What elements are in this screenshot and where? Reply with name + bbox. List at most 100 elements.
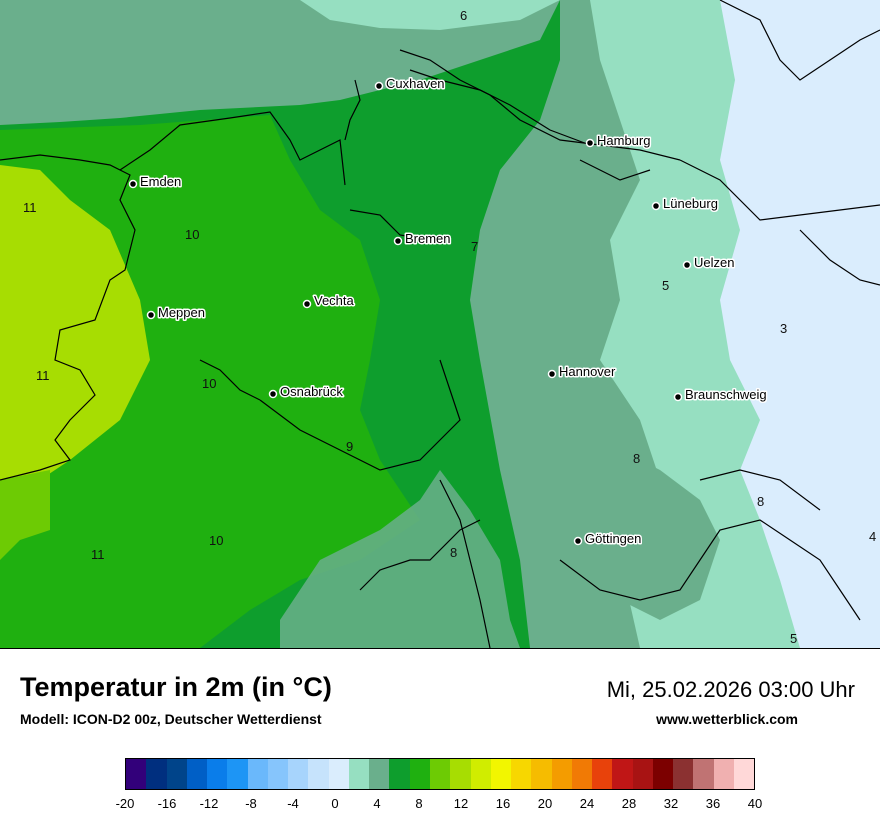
legend-tick-label: -20: [115, 796, 135, 811]
borders: [0, 0, 880, 648]
legend-swatch: [247, 759, 268, 789]
isoline-label: 8: [757, 494, 764, 509]
legend-swatch: [450, 759, 471, 789]
isoline-label: 10: [185, 227, 199, 242]
city-label: Hamburg: [597, 133, 650, 148]
city-bremen[interactable]: Bremen: [393, 230, 452, 248]
city-goettingen[interactable]: Göttingen: [573, 530, 643, 548]
city-label: Braunschweig: [685, 387, 767, 402]
legend-tick-label: 24: [579, 796, 595, 811]
legend-tick-label: 8: [415, 796, 423, 811]
city-osnabrueck[interactable]: Osnabrück: [268, 383, 345, 401]
legend-tick-label: 12: [453, 796, 469, 811]
city-braunschweig[interactable]: Braunschweig: [673, 386, 768, 404]
legend-tick-label: 4: [373, 796, 381, 811]
legend-ticks: -20 -16 -12 -8 -4 0 4 8 12 16 20 24 28 32 36 40: [116, 796, 763, 812]
legend-swatch: [409, 759, 430, 789]
legend-tick-label: -4: [287, 796, 299, 811]
legend-swatch: [389, 759, 410, 789]
city-label: Vechta: [314, 293, 355, 308]
city-label: Emden: [140, 174, 181, 189]
legend-swatch: [652, 759, 674, 789]
legend-swatch: [612, 759, 633, 789]
city-label: Cuxhaven: [386, 76, 445, 91]
legend-tick-label: 32: [663, 796, 679, 811]
isoline-labels: 6 11 10 7 5 3 11 10 9 8 8 10 11 8 4 5: [23, 8, 876, 646]
city-vechta[interactable]: Vechta: [302, 292, 356, 310]
legend-tick-label: 40: [747, 796, 763, 811]
legend-swatch: [490, 759, 512, 789]
zone-12-edge: [0, 470, 50, 560]
city-label: Osnabrück: [280, 384, 343, 399]
legend-swatch: [592, 759, 613, 789]
isoline-label: 8: [633, 451, 640, 466]
legend-swatch: [308, 759, 329, 789]
legend-swatch: [348, 759, 370, 789]
city-hamburg[interactable]: Hamburg: [585, 132, 652, 150]
city-label: Meppen: [158, 305, 205, 320]
isoline-label: 9: [346, 439, 353, 454]
zone-12-14: [0, 165, 150, 490]
isoline-label: 10: [209, 533, 223, 548]
city-label: Lüneburg: [663, 196, 718, 211]
legend-swatch: [571, 759, 593, 789]
legend-swatch: [531, 759, 552, 789]
legend-swatch: [166, 759, 187, 789]
legend-swatch: [693, 759, 714, 789]
city-meppen[interactable]: Meppen: [146, 304, 206, 322]
isoline-label: 6: [460, 8, 467, 23]
legend-swatch: [288, 759, 309, 789]
city-label: Hannover: [559, 364, 616, 379]
sea-cold-zone: [300, 0, 560, 30]
city-uelzen[interactable]: Uelzen: [682, 254, 736, 272]
temperature-map: Cuxhaven Hamburg Emden Lüneburg Bremen U…: [0, 0, 880, 649]
isoline-label: 8: [450, 545, 457, 560]
legend-swatch: [511, 759, 532, 789]
city-emden[interactable]: Emden: [128, 173, 183, 191]
isoline-label: 3: [780, 321, 787, 336]
isoline-label: 4: [869, 529, 876, 544]
city-label: Göttingen: [585, 531, 641, 546]
isoline-label: 5: [790, 631, 797, 646]
legend-swatch: [429, 759, 451, 789]
map-canvas: Cuxhaven Hamburg Emden Lüneburg Bremen U…: [0, 0, 880, 648]
legend-swatch: [186, 759, 208, 789]
city-label: Uelzen: [694, 255, 734, 270]
isoline-label: 5: [662, 278, 669, 293]
isoline-label: 11: [36, 368, 50, 383]
legend-swatch: [551, 759, 572, 789]
legend-tick-label: 36: [705, 796, 721, 811]
legend-swatch: [713, 759, 734, 789]
legend-swatch: [267, 759, 289, 789]
legend-swatch: [126, 759, 147, 789]
legend-swatch: [328, 759, 349, 789]
legend-tick-label: 16: [495, 796, 511, 811]
forecast-datetime: Mi, 25.02.2026 03:00 Uhr: [606, 677, 855, 702]
isoline-label: 7: [471, 239, 478, 254]
zone-0-3: [720, 0, 880, 648]
model-info: Modell: ICON-D2 00z, Deutscher Wetterdie…: [20, 711, 322, 727]
legend-tick-label: -8: [245, 796, 257, 811]
map-title: Temperatur in 2m (in °C): [20, 672, 332, 702]
sea-zone: [0, 0, 560, 125]
legend-tick-label: 28: [621, 796, 637, 811]
legend-tick-label: -16: [157, 796, 177, 811]
south-cool-zone: [280, 470, 520, 648]
legend-tick-label: -12: [199, 796, 219, 811]
legend-swatch: [227, 759, 248, 789]
color-legend: [125, 758, 755, 790]
legend-swatch: [369, 759, 390, 789]
isoline-label: 10: [202, 376, 216, 391]
legend-swatch: [207, 759, 228, 789]
legend-swatch: [673, 759, 694, 789]
city-lueneburg[interactable]: Lüneburg: [651, 195, 719, 213]
city-cuxhaven[interactable]: Cuxhaven: [374, 75, 446, 93]
city-label: Bremen: [405, 231, 451, 246]
website-link[interactable]: www.wetterblick.com: [656, 711, 798, 727]
legend-swatch: [146, 759, 167, 789]
city-markers: Cuxhaven Hamburg Emden Lüneburg Bremen U…: [128, 75, 768, 548]
legend-tick-label: 20: [537, 796, 553, 811]
isoline-label: 11: [91, 547, 105, 562]
city-hannover[interactable]: Hannover: [547, 363, 618, 381]
isoline-label: 11: [23, 200, 37, 215]
